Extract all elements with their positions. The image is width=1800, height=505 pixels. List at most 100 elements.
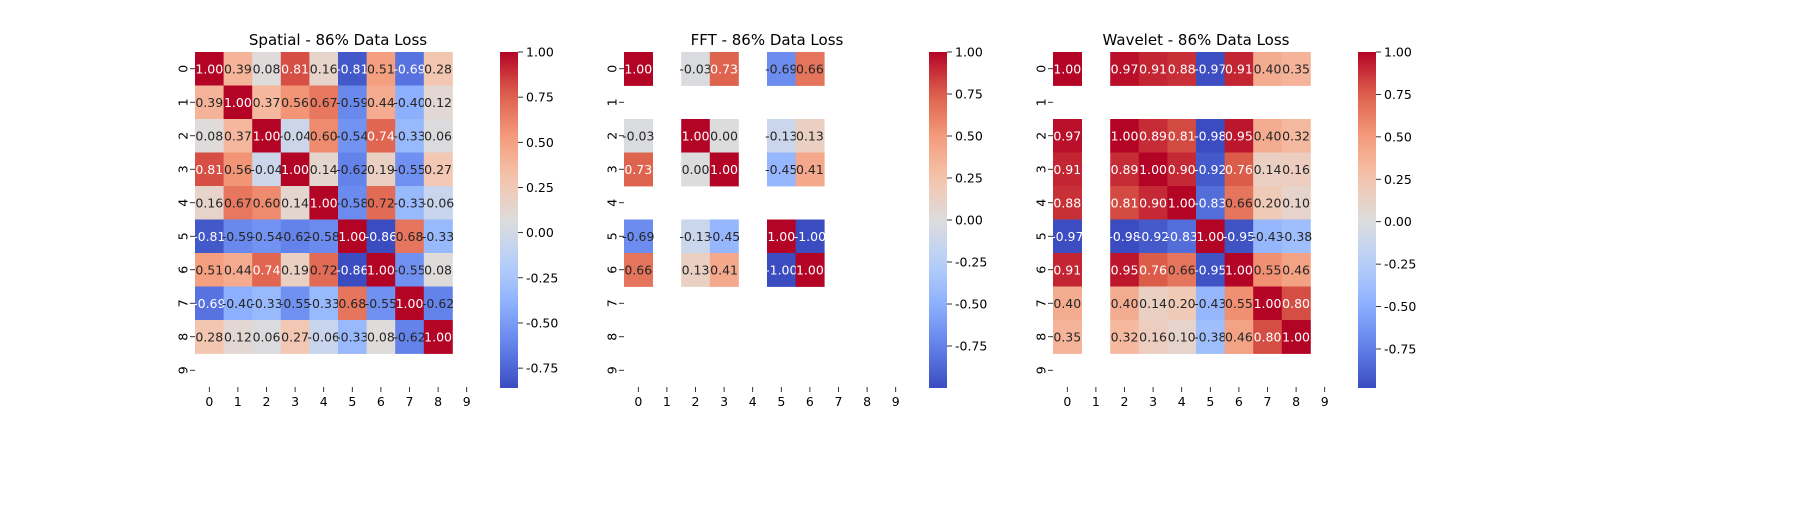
y-tick-label: 6 (1034, 266, 1049, 274)
cell-value-label: 0.16 (310, 61, 338, 76)
x-tick-label: 5 (348, 394, 356, 409)
heatmap-cell (1224, 152, 1254, 187)
cell-value-label: 1.00 (224, 95, 252, 110)
colorbar-tick-label: 1.00 (526, 45, 554, 60)
heatmap-cell (1281, 219, 1311, 254)
heatmap-cell (338, 219, 367, 254)
heatmap-cell (338, 119, 367, 153)
heatmap-cell (1224, 320, 1254, 354)
heatmap-cell (1224, 219, 1254, 254)
cell-value-label: 0.40 (1053, 296, 1081, 311)
y-tick-label: 9 (176, 366, 191, 374)
heatmap-cell (1196, 186, 1225, 220)
x-tick-label: 1 (663, 394, 671, 409)
cell-value-label: 0.27 (281, 329, 309, 344)
cell-value-label: -0.40 (393, 95, 425, 110)
heatmap-cell (1167, 286, 1197, 321)
heatmap-cell (366, 320, 396, 354)
cell-value-label: 0.90 (1168, 162, 1196, 177)
cell-value-label: 0.13 (682, 262, 710, 277)
y-tick-label: 1 (176, 98, 191, 106)
colorbar-tick-label: 0.00 (1384, 214, 1412, 229)
cell-value-label: -0.33 (393, 195, 425, 210)
y-tick-label: 8 (605, 333, 620, 341)
x-tick-label: 9 (463, 394, 471, 409)
heatmap-cell (709, 219, 739, 254)
cell-value-label: 1.00 (682, 128, 710, 143)
cell-value-label: 1.00 (796, 262, 824, 277)
heatmap-cell (681, 152, 711, 187)
heatmap-cell (1253, 253, 1283, 287)
cell-value-label: 0.66 (1225, 195, 1253, 210)
heatmap-cell (1281, 152, 1311, 187)
heatmap-cell (395, 85, 425, 120)
cell-value-label: -0.97 (1051, 229, 1083, 244)
heatmap-cell (280, 52, 310, 86)
heatmap-cell (223, 219, 253, 254)
heatmap-cell (309, 286, 339, 321)
cell-value-label: 0.10 (1168, 329, 1196, 344)
heatmap-cell (1138, 253, 1168, 287)
heatmap-cell (223, 253, 253, 287)
cell-value-label: 0.44 (367, 95, 395, 110)
heatmap-cell (280, 253, 310, 287)
cell-value-label: -0.92 (1137, 229, 1169, 244)
x-tick-label: 7 (835, 394, 843, 409)
y-tick-label: 8 (1034, 333, 1049, 341)
cell-value-label: 0.10 (1282, 195, 1310, 210)
heatmap-cell (223, 119, 253, 153)
cell-value-label: -1.00 (765, 262, 797, 277)
heatmap-cell (338, 253, 367, 287)
heatmap-cell (1053, 219, 1082, 254)
cell-value-label: -0.55 (279, 296, 311, 311)
cell-value-label: 1.00 (710, 162, 738, 177)
heatmap-cell (1053, 152, 1082, 187)
cell-value-label: 0.60 (310, 128, 338, 143)
colorbar-tick-label: -0.50 (1384, 299, 1416, 314)
heatmap-cell (1253, 152, 1283, 187)
heatmap-cell (395, 286, 425, 321)
heatmap-cell (1196, 152, 1225, 187)
heatmap-cell (624, 119, 653, 153)
cell-value-label: 0.20 (1168, 296, 1196, 311)
heatmap-cell (1253, 52, 1283, 86)
heatmap-cell (795, 52, 825, 86)
cell-value-label: 0.06 (253, 329, 281, 344)
cell-value-label: -0.38 (1280, 229, 1312, 244)
cell-value-label: -0.95 (1223, 229, 1255, 244)
heatmap-cell (395, 119, 425, 153)
heatmap-cell (280, 152, 310, 187)
x-tick-label: 7 (406, 394, 414, 409)
cell-value-label: -0.13 (765, 128, 797, 143)
cell-value-label: 0.27 (424, 162, 452, 177)
cell-value-label: -0.45 (708, 229, 740, 244)
cell-value-label: 0.51 (195, 262, 223, 277)
cell-value-label: 0.08 (253, 61, 281, 76)
cell-value-label: 1.00 (281, 162, 309, 177)
heatmap-cell (395, 320, 425, 354)
colorbar-tick-label: 0.75 (1384, 87, 1412, 102)
heatmap-cell (624, 152, 653, 187)
heatmap-cell (795, 119, 825, 153)
cell-value-label: -0.95 (1194, 262, 1226, 277)
x-tick-label: 9 (892, 394, 900, 409)
heatmap-cell (423, 186, 453, 220)
colorbar-tick-label: -0.50 (955, 297, 987, 312)
cell-value-label: -0.62 (422, 296, 454, 311)
cell-value-label: 0.66 (1168, 262, 1196, 277)
y-tick-label: 5 (1034, 232, 1049, 240)
heatmap-cell (280, 85, 310, 120)
x-tick-label: 2 (692, 394, 700, 409)
heatmap-cell (681, 219, 711, 254)
heatmap-cell (1167, 52, 1197, 86)
heatmap-cell (395, 186, 425, 220)
cell-value-label: 0.72 (310, 262, 338, 277)
heatmap-cell (1167, 152, 1197, 187)
heatmap-cell (1224, 286, 1254, 321)
heatmap-cell (1110, 52, 1140, 86)
cell-value-label: -0.33 (422, 229, 454, 244)
colorbar-tick-label: 0.25 (1384, 172, 1412, 187)
heatmap-cell (1138, 52, 1168, 86)
heatmap-cell (366, 286, 396, 321)
cell-value-label: 0.81 (281, 61, 309, 76)
